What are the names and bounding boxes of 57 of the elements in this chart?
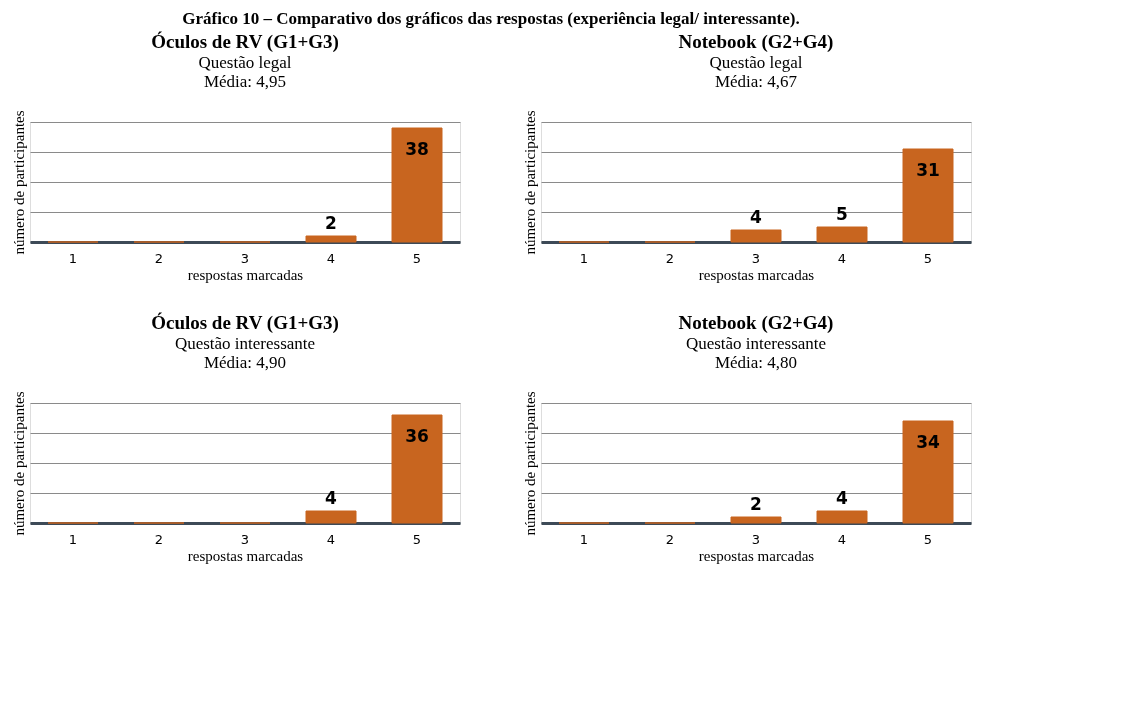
x-tick-label: 4 [326, 531, 336, 547]
x-tick-label: 2 [665, 250, 675, 266]
text: Média: 4,95 [203, 71, 287, 91]
text: Gráfico 10 – Comparativo dos gráficos das respostas (experiência legal/ interessante). [182, 9, 800, 29]
x-axis-title: respostas marcadas [698, 547, 815, 564]
data-label: 34 [916, 432, 940, 452]
y-axis-title: número de participantes [521, 391, 538, 536]
data-label: 36 [405, 426, 429, 446]
x-tick-label: 2 [154, 250, 164, 266]
data-label: 4 [836, 488, 849, 508]
x-tick-label: 1 [579, 531, 589, 547]
bar [816, 510, 868, 524]
y-axis-title: número de participantes [10, 110, 27, 255]
chart-subtitle: Questão legal [709, 52, 803, 72]
x-tick-label: 5 [923, 250, 933, 266]
bar [902, 148, 954, 243]
y-axis-title: número de participantes [521, 110, 538, 255]
x-tick-label: 1 [68, 250, 78, 266]
bar [816, 226, 868, 243]
data-label: 38 [405, 139, 429, 159]
x-tick-label: 4 [837, 531, 847, 547]
x-tick-label: 2 [154, 531, 164, 547]
x-axis-title: respostas marcadas [698, 266, 815, 283]
data-label: 4 [325, 488, 338, 508]
x-tick-label: 4 [837, 250, 847, 266]
x-axis-title: respostas marcadas [187, 266, 304, 283]
x-axis-title: respostas marcadas [187, 547, 304, 564]
text: Média: 4,67 [714, 71, 798, 91]
x-tick-label: 3 [240, 250, 250, 266]
data-label: 2 [750, 494, 762, 514]
chart-subtitle: Questão interessante [174, 333, 316, 353]
y-axis-title: número de participantes [10, 391, 27, 536]
x-tick-label: 3 [240, 531, 250, 547]
chart-title: Óculos de RV (G1+G3) [151, 30, 339, 53]
x-tick-label: 5 [412, 531, 422, 547]
bar [730, 516, 782, 524]
x-tick-label: 5 [412, 250, 422, 266]
text: Média: 4,80 [714, 352, 798, 372]
chart-subtitle: Questão legal [198, 52, 292, 72]
data-label: 4 [750, 207, 763, 227]
bar [902, 420, 954, 524]
chart-title: Óculos de RV (G1+G3) [151, 311, 339, 334]
data-label: 31 [916, 160, 940, 180]
bar [730, 229, 782, 243]
data-label: 2 [325, 213, 337, 233]
x-tick-label: 1 [579, 250, 589, 266]
chart-subtitle: Questão interessante [685, 333, 827, 353]
x-tick-label: 2 [665, 531, 675, 547]
chart-title: Notebook (G2+G4) [678, 311, 834, 334]
x-tick-label: 3 [751, 531, 761, 547]
text: Média: 4,90 [203, 352, 287, 372]
chart-title: Notebook (G2+G4) [678, 30, 834, 53]
x-tick-label: 5 [923, 531, 933, 547]
x-tick-label: 3 [751, 250, 761, 266]
x-tick-label: 1 [68, 531, 78, 547]
x-tick-label: 4 [326, 250, 336, 266]
data-label: 5 [836, 204, 848, 224]
